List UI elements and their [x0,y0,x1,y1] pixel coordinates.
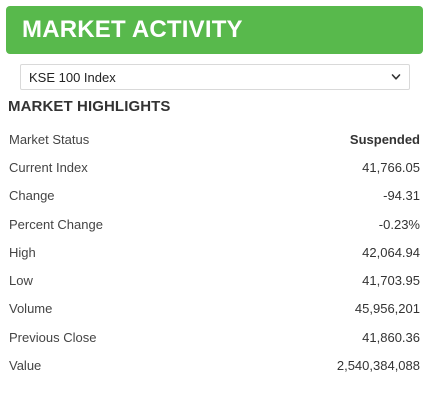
row-label: Change [9,188,55,204]
highlight-row-current-index: Current Index 41,766.05 [0,153,432,181]
highlight-row-volume: Volume 45,956,201 [0,295,432,323]
row-label: Low [9,273,33,289]
row-value: 41,766.05 [362,159,420,175]
highlight-row-change: Change -94.31 [0,182,432,210]
index-select-value: KSE 100 Index [29,69,116,85]
row-label: High [9,244,36,260]
row-label: Percent Change [9,216,103,232]
chevron-down-icon [391,74,401,80]
highlight-row-low: Low 41,703.95 [0,266,432,294]
highlight-row-previous-close: Previous Close 41,860.36 [0,323,432,351]
row-label: Previous Close [9,329,97,345]
row-value: 45,956,201 [354,301,420,317]
header-title: MARKET ACTIVITY [22,16,243,43]
row-label: Market Status [9,131,90,147]
market-activity-header: MARKET ACTIVITY [6,6,423,54]
row-value: -94.31 [383,188,420,204]
market-highlights-title: MARKET HIGHLIGHTS [8,98,171,115]
highlight-row-percent-change: Percent Change -0.23% [0,210,432,238]
row-value: 41,703.95 [362,273,420,289]
row-value: 41,860.36 [362,329,420,345]
row-label: Value [9,358,42,374]
row-value: -0.23% [378,216,420,232]
highlight-row-high: High 42,064.94 [0,238,432,266]
highlight-row-market-status: Market Status Suspended [0,125,432,153]
highlight-row-value: Value 2,540,384,088 [0,351,432,379]
row-value: Suspended [349,131,420,147]
row-label: Volume [9,301,53,317]
index-select[interactable]: KSE 100 Index [20,64,410,90]
row-value: 42,064.94 [362,244,420,260]
row-label: Current Index [9,159,88,175]
row-value: 2,540,384,088 [336,358,420,374]
highlights-list: Market Status Suspended Current Index 41… [0,125,432,380]
